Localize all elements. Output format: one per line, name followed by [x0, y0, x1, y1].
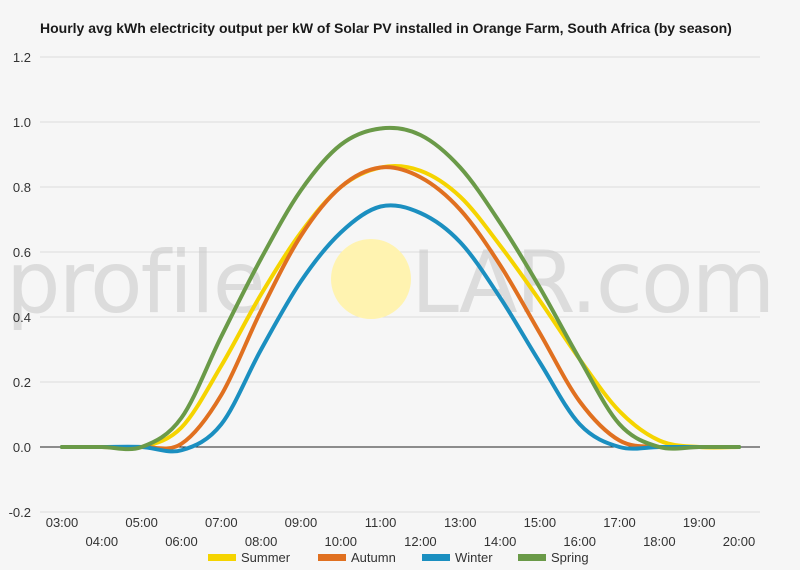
- series-lines: [60, 125, 741, 454]
- series-line-winter: [60, 203, 741, 454]
- x-tick-label: 06:00: [165, 534, 198, 549]
- y-tick-label: 1.0: [13, 115, 31, 130]
- x-tick-label: 16:00: [563, 534, 596, 549]
- x-tick-label: 03:00: [46, 515, 79, 530]
- legend-label-autumn: Autumn: [351, 550, 396, 565]
- y-tick-label: 0.6: [13, 245, 31, 260]
- x-tick-label: 19:00: [683, 515, 716, 530]
- x-tick-label: 04:00: [86, 534, 119, 549]
- y-tick-label: 0.2: [13, 375, 31, 390]
- chart-title: Hourly avg kWh electricity output per kW…: [40, 20, 732, 36]
- legend-swatch-autumn: [318, 554, 346, 561]
- x-tick-label: 12:00: [404, 534, 437, 549]
- series-line-summer: [60, 164, 741, 451]
- x-tick-label: 13:00: [444, 515, 477, 530]
- y-tick-label: -0.2: [9, 505, 31, 520]
- legend-label-summer: Summer: [241, 550, 291, 565]
- x-tick-label: 20:00: [723, 534, 756, 549]
- legend-swatch-winter: [422, 554, 450, 561]
- watermark: profile LAR.com: [6, 233, 775, 333]
- series-line-spring: [60, 125, 741, 452]
- x-tick-label: 11:00: [365, 515, 397, 530]
- legend-label-winter: Winter: [455, 550, 493, 565]
- x-tick-label: 15:00: [524, 515, 557, 530]
- x-axis-ticks: 03:00 04:00 05:00 06:00 07:00 08:00 09:00 10:00…: [46, 515, 756, 549]
- legend-swatch-spring: [518, 554, 546, 561]
- x-tick-label: 10:00: [324, 534, 357, 549]
- watermark-text-left: profile: [6, 233, 264, 333]
- y-tick-label: 0.0: [13, 440, 31, 455]
- watermark-sun-icon: [331, 239, 411, 319]
- x-tick-label: 05:00: [125, 515, 158, 530]
- legend-swatch-summer: [208, 554, 236, 561]
- legend-label-spring: Spring: [551, 550, 589, 565]
- watermark-text-right: LAR.com: [411, 233, 773, 333]
- y-tick-label: 0.8: [13, 180, 31, 195]
- series-line-autumn: [60, 165, 741, 451]
- y-tick-label: 0.4: [13, 310, 31, 325]
- y-axis-ticks: 1.2 1.0 0.8 0.6 0.4 0.2 0.0 -0.2: [9, 50, 31, 520]
- x-tick-label: 18:00: [643, 534, 676, 549]
- x-tick-label: 14:00: [484, 534, 517, 549]
- x-tick-label: 08:00: [245, 534, 278, 549]
- x-tick-label: 17:00: [603, 515, 636, 530]
- x-tick-label: 09:00: [285, 515, 318, 530]
- legend: Summer Autumn Winter Spring: [208, 550, 589, 565]
- x-tick-label: 07:00: [205, 515, 238, 530]
- y-tick-label: 1.2: [13, 50, 31, 65]
